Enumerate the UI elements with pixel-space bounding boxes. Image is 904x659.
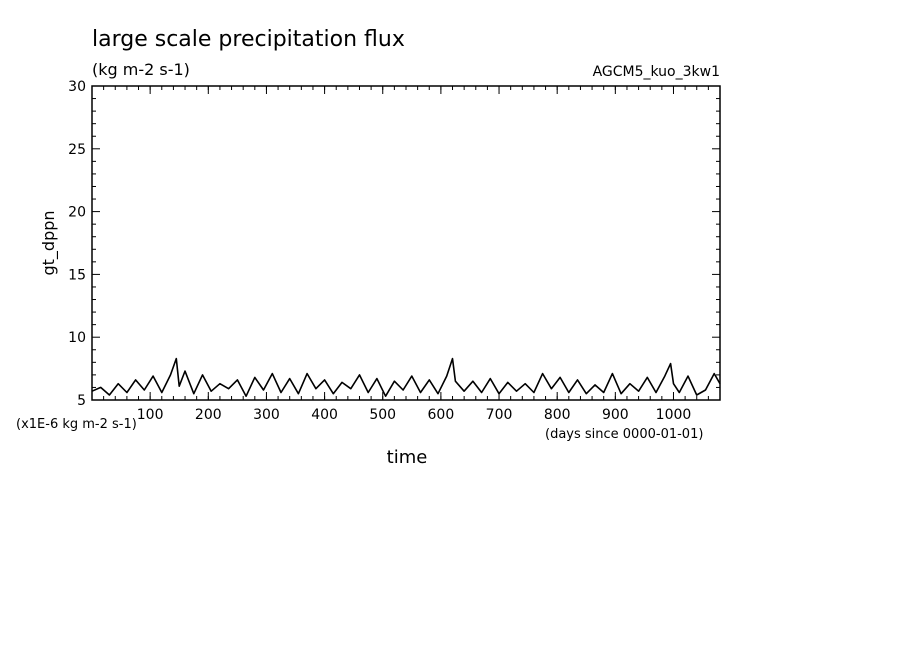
y-tick-label: 15 [68,267,86,283]
y-tick-label: 25 [68,142,86,158]
chart-title: large scale precipitation flux [92,27,405,52]
x-tick-label: 400 [311,407,338,423]
x-tick-label: 900 [602,407,629,423]
tick-labels: 100 200 300 400 500 600 700 800 900 1000 5 10 15 20 25… [68,79,691,423]
run-label: AGCM5_kuo_3kw1 [593,64,720,80]
y-tick-label: 5 [77,393,86,409]
y-tick-label: 20 [68,205,86,221]
x-tick-label: 1000 [656,407,692,423]
x-tick-label: 800 [544,407,571,423]
x-axis-label: time [387,447,428,468]
x-tick-label: 200 [195,407,222,423]
x-unit-note: (days since 0000-01-01) [545,427,703,442]
y-tick-label: 10 [68,330,86,346]
y-scale-note: (x1E-6 kg m-2 s-1) [16,417,137,432]
axis-ticks [92,85,720,401]
x-tick-label: 500 [369,407,396,423]
series-line [91,357,721,398]
y-tick-label: 30 [68,79,86,95]
x-tick-label: 700 [486,407,513,423]
x-tick-label: 600 [428,407,455,423]
y-axis-label: gt_dppn [39,210,59,275]
units-label: (kg m-2 s-1) [92,60,190,79]
series-layer [91,357,721,398]
plot-frame [91,85,721,401]
x-tick-label: 100 [137,407,164,423]
x-tick-label: 300 [253,407,280,423]
